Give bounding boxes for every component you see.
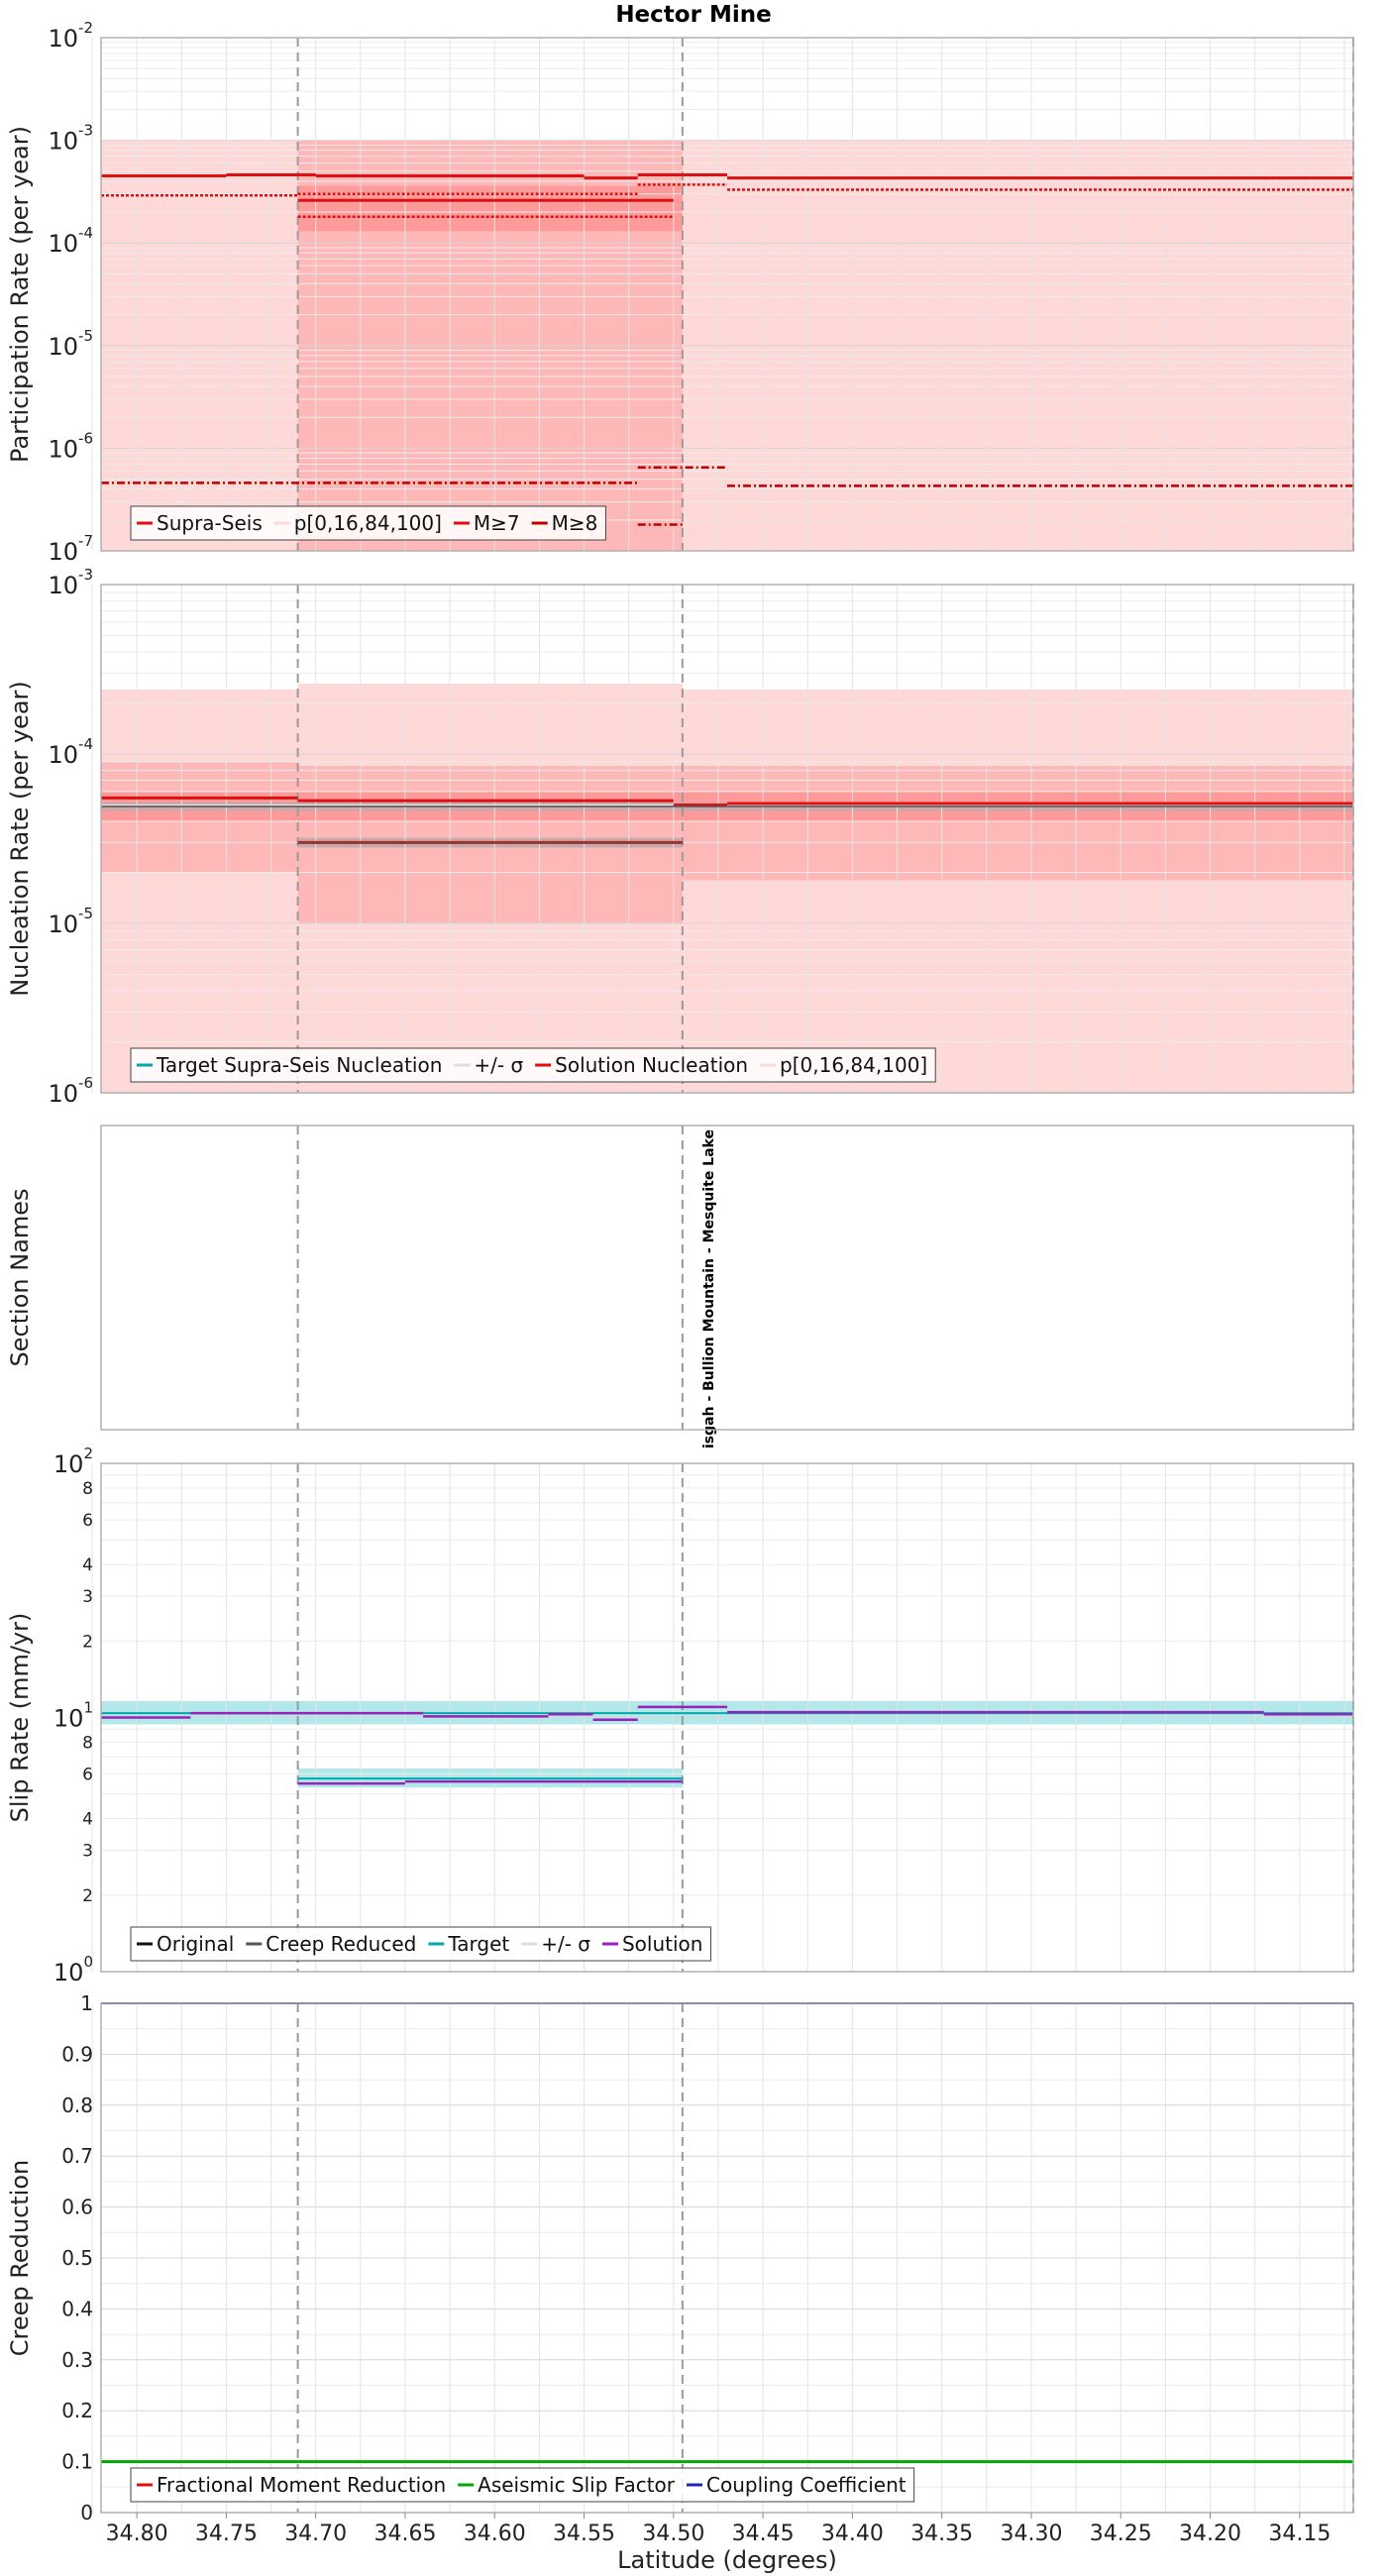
panel-5: 0 0.1 0.2 0.3 0.4 0.5 0.6 0.7 0.8 0.9 1 Creep Reduc…	[6, 1991, 1354, 2524]
y-minor-tick-label: 3	[82, 1842, 93, 1862]
plot-frame	[100, 1462, 1354, 1973]
legend-entry: +/- σ	[474, 1053, 523, 1077]
x-tick-label: 34.20	[1179, 2522, 1241, 2546]
y-minor-tick-label: 2	[82, 1886, 93, 1906]
legend-entry: Original	[157, 1932, 234, 1956]
y-tick-label: 0.7	[61, 2144, 93, 2168]
y-tick-label: 10-6	[48, 1074, 93, 1108]
x-tick-label: 34.60	[464, 2522, 526, 2546]
y-minor-tick-label: 2	[82, 1632, 93, 1652]
x-tick-label: 34.45	[732, 2522, 795, 2546]
y-tick-label: 10-2	[48, 19, 93, 53]
y-tick-label: 0.1	[61, 2450, 93, 2474]
x-tick-label: 34.50	[642, 2522, 704, 2546]
y-tick-label: 10-4	[48, 735, 93, 769]
band-2-0-0	[101, 689, 298, 1093]
legend-entry: Aseismic Slip Factor	[478, 2473, 676, 2497]
legend-entry: Solution	[622, 1932, 702, 1956]
y-axis-label: Slip Rate (mm/yr)	[6, 1613, 34, 1823]
y-minor-tick-label: 8	[82, 1733, 93, 1753]
y-tick-label: 0	[80, 2501, 93, 2524]
legend: Target Supra-Seis Nucleation +/- σ Solutio…	[130, 1047, 936, 1083]
x-tick-label: 34.80	[106, 2522, 168, 2546]
y-tick-label: 0.4	[61, 2297, 93, 2320]
y-tick-label: 101	[53, 1699, 93, 1733]
y-tick-label: 0.3	[61, 2348, 93, 2372]
legend-entry: p[0,16,84,100]	[294, 511, 442, 535]
x-tick-label: 34.35	[910, 2522, 973, 2546]
panels: 10-7 10-6 10-5 10-4 10-3 10-2 Participation Ra…	[6, 19, 1354, 2546]
legend-box	[130, 505, 606, 541]
y-tick-label: 1	[80, 1991, 93, 2015]
legend-entry: Supra-Seis	[157, 511, 263, 535]
y-axis-label: Nucleation Rate (per year)	[6, 681, 34, 997]
y-minor-tick-label: 3	[82, 1587, 93, 1607]
y-minor-tick-label: 4	[82, 1556, 93, 1575]
y-tick-label: 102	[53, 1445, 93, 1478]
legend-entry: Creep Reduced	[266, 1932, 416, 1956]
x-tick-label: 34.75	[195, 2522, 258, 2546]
y-minor-tick-label: 6	[82, 1765, 93, 1784]
legend-entry: Target	[447, 1932, 509, 1956]
panel-1: 10-7 10-6 10-5 10-4 10-3 10-2 Participation Ra…	[6, 19, 1354, 566]
band-2-1-2	[682, 766, 1353, 881]
legend-box	[130, 2467, 915, 2503]
y-tick-label: 10-4	[48, 224, 93, 258]
legend-entry: p[0,16,84,100]	[780, 1053, 927, 1077]
y-tick-label: 10-7	[48, 532, 93, 566]
y-tick-label: 10-3	[48, 566, 93, 599]
legend-entry: Fractional Moment Reduction	[157, 2473, 446, 2497]
x-axis-label: Latitude (degrees)	[617, 2546, 837, 2574]
y-tick-label: 0.9	[61, 2042, 93, 2066]
y-tick-label: 0.6	[61, 2196, 93, 2219]
panel-4: 100 101 102 2 3 4 6 8 2 3 4 6 8 Slip Rate (mm/yr) Orig…	[6, 1445, 1354, 1986]
band-1-2-0	[297, 185, 683, 232]
band-2-0-2	[682, 689, 1353, 1093]
y-tick-label: 0.8	[61, 2093, 93, 2117]
panel-3: isgah - Bullion Mountain - Mesquite Lake…	[6, 1125, 1354, 1449]
plot-frame	[100, 1125, 1354, 1431]
x-tick-label: 34.25	[1090, 2522, 1152, 2546]
legend-entry: M≥7	[474, 511, 520, 535]
x-tick-label: 34.70	[284, 2522, 347, 2546]
x-tick-label: 34.55	[553, 2522, 615, 2546]
legend-entry: Solution Nucleation	[555, 1053, 748, 1077]
y-tick-label: 10-5	[48, 905, 93, 938]
legend-entry: +/- σ	[541, 1932, 590, 1956]
y-tick-label: 10-5	[48, 327, 93, 361]
y-minor-tick-label: 8	[82, 1479, 93, 1499]
y-minor-tick-label: 6	[82, 1511, 93, 1531]
legend-entry: Coupling Coefficient	[706, 2473, 907, 2497]
legend: Fractional Moment Reduction Aseismic Slip…	[130, 2467, 915, 2503]
panel-2: 10-6 10-5 10-4 10-3 Nucleation Rate (per yea…	[6, 566, 1354, 1108]
legend: Original Creep Reduced Target +/- σ Solution	[130, 1926, 711, 1962]
section-name-label: isgah - Bullion Mountain - Mesquite Lake	[701, 1129, 717, 1449]
x-tick-label: 34.65	[373, 2522, 436, 2546]
plot-frame	[100, 37, 1354, 552]
y-axis-label: Section Names	[6, 1188, 34, 1366]
y-tick-label: 100	[53, 1953, 93, 1986]
plot-frame	[100, 584, 1354, 1094]
y-axis-label: Participation Rate (per year)	[6, 126, 34, 463]
chart-title: Hector Mine	[615, 2, 771, 28]
y-tick-label: 0.5	[61, 2246, 93, 2270]
x-tick-label: 34.40	[821, 2522, 884, 2546]
y-tick-label: 10-3	[48, 122, 93, 156]
legend-entry: Target Supra-Seis Nucleation	[156, 1053, 442, 1077]
y-axis-label: Creep Reduction	[6, 2160, 34, 2356]
y-tick-label: 10-6	[48, 429, 93, 463]
legend: Supra-Seis p[0,16,84,100] M≥7 M≥8	[130, 505, 606, 541]
legend-box	[130, 1047, 936, 1083]
x-tick-label: 34.30	[1000, 2522, 1062, 2546]
y-minor-tick-label: 4	[82, 1810, 93, 1830]
y-tick-label: 0.2	[61, 2399, 93, 2422]
x-tick-label: 34.15	[1268, 2522, 1331, 2546]
plot-frame	[100, 2002, 1354, 2514]
legend-entry: M≥8	[552, 511, 598, 535]
